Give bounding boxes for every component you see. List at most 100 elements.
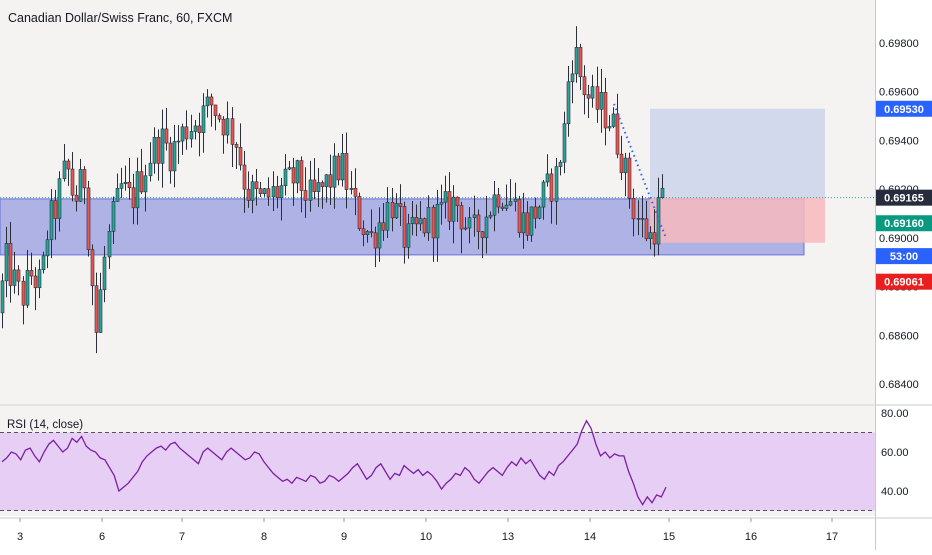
time-tick-label: 10 <box>420 531 432 543</box>
candle-body <box>246 188 251 201</box>
rsi-tick-label: 60.00 <box>881 447 909 459</box>
candle-body <box>98 289 103 333</box>
price-marker-label: 0.69061 <box>884 277 924 289</box>
candle-body <box>324 174 329 187</box>
candle-body <box>90 249 95 287</box>
axis-layer: 0.698000.696000.694000.692000.690000.688… <box>17 38 932 543</box>
candle-body <box>41 255 46 270</box>
candle-body <box>262 188 267 194</box>
candle-body <box>340 153 345 181</box>
candle-body <box>221 118 226 136</box>
price-marker <box>876 248 932 265</box>
time-tick-label: 13 <box>502 531 514 543</box>
time-tick-label: 15 <box>663 531 675 543</box>
price-tick-label: 0.69400 <box>879 135 919 147</box>
position-target-zone <box>650 108 825 198</box>
candle-body <box>431 207 436 239</box>
candle-body <box>545 173 550 183</box>
candle-body <box>615 113 620 155</box>
candle-body <box>25 270 30 306</box>
rsi-line <box>1 419 667 506</box>
candle-body <box>394 203 399 219</box>
candle-body <box>33 275 38 289</box>
candle-body <box>160 128 165 164</box>
candle-body <box>242 164 247 190</box>
candle-body <box>230 118 235 145</box>
candle-body <box>283 168 288 186</box>
candle-body <box>648 232 653 239</box>
time-tick-label: 7 <box>179 531 185 543</box>
candle-body <box>385 201 390 231</box>
chart-title: Canadian Dollar/Swiss Franc, 60, FXCM <box>8 11 232 25</box>
candle-body <box>119 183 124 189</box>
candle-body <box>250 181 255 201</box>
candle-body <box>74 194 79 202</box>
candle-body <box>254 181 259 189</box>
candle-body <box>570 73 575 83</box>
candle-body <box>49 200 54 241</box>
candle-body <box>410 217 415 225</box>
candle-body <box>139 171 144 193</box>
candle-body <box>271 186 276 198</box>
candle-body <box>62 160 67 180</box>
candle-body <box>94 285 99 333</box>
candle-body <box>349 187 354 190</box>
candle-body <box>16 269 21 282</box>
candle-body <box>131 187 136 209</box>
candle-body <box>8 243 13 286</box>
price-marker <box>876 100 932 117</box>
candle-body <box>660 187 665 198</box>
candle-body <box>361 228 366 235</box>
candle-body <box>312 179 317 192</box>
candle-body <box>107 231 112 258</box>
candle-body <box>258 188 263 194</box>
candle-body <box>21 280 26 306</box>
price-tick-label: 0.69800 <box>879 38 919 50</box>
candle-body <box>537 206 542 219</box>
candle-body <box>303 190 308 201</box>
price-tick-label: 0.69600 <box>879 87 919 99</box>
candle-body <box>599 92 604 110</box>
candle-body <box>45 239 50 257</box>
candle-body <box>201 105 206 133</box>
price-marker-label: 53:00 <box>890 251 918 263</box>
candle-body <box>4 243 9 282</box>
candle-body <box>111 201 116 232</box>
price-marker <box>876 273 932 290</box>
candle-body <box>180 126 185 142</box>
candle-body <box>102 256 107 291</box>
candle-body <box>127 181 132 189</box>
candle-body <box>357 196 362 230</box>
candle-body <box>443 191 448 203</box>
candle-body <box>225 118 230 136</box>
candle-body <box>291 167 296 184</box>
candle-body <box>492 194 497 216</box>
candle-body <box>152 137 157 164</box>
candle-body <box>541 181 546 208</box>
candle-body <box>86 187 91 250</box>
price-marker-label: 0.69160 <box>884 218 924 230</box>
candle-body <box>463 227 468 230</box>
rsi-band <box>0 432 875 511</box>
candle-body <box>320 182 325 187</box>
price-marker <box>876 189 932 206</box>
candle-body <box>418 218 423 225</box>
candle-body <box>619 153 624 174</box>
candle-body <box>504 204 509 209</box>
candle-body <box>488 214 493 218</box>
candle-body <box>422 218 427 234</box>
rsi-title: RSI (14, close) <box>7 419 83 431</box>
candle-body <box>480 231 485 238</box>
candle-body <box>336 155 341 181</box>
candle-body <box>607 126 612 129</box>
candle-body <box>521 212 526 234</box>
candle-body <box>197 125 202 133</box>
candle-body <box>554 166 559 202</box>
candles-layer <box>0 26 665 354</box>
candle-body <box>529 206 534 236</box>
candle-body <box>595 86 600 110</box>
candle-body <box>398 203 403 207</box>
candle-body <box>205 96 210 107</box>
candle-body <box>172 141 177 172</box>
